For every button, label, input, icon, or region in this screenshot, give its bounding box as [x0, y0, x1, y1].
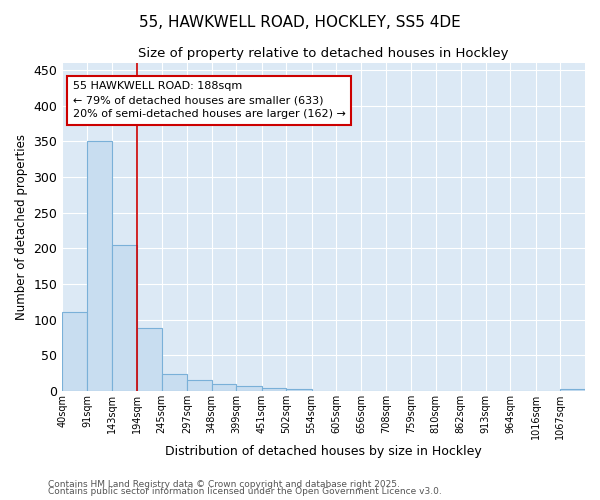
Text: Contains HM Land Registry data © Crown copyright and database right 2025.: Contains HM Land Registry data © Crown c…	[48, 480, 400, 489]
Bar	[161, 374, 187, 391]
Bar	[112, 244, 137, 391]
Y-axis label: Number of detached properties: Number of detached properties	[15, 134, 28, 320]
Bar	[62, 312, 87, 391]
Bar	[87, 142, 112, 391]
Bar	[286, 390, 311, 391]
Bar	[236, 386, 262, 391]
Bar	[560, 388, 585, 391]
Text: 55 HAWKWELL ROAD: 188sqm
← 79% of detached houses are smaller (633)
20% of semi-: 55 HAWKWELL ROAD: 188sqm ← 79% of detach…	[73, 81, 346, 119]
X-axis label: Distribution of detached houses by size in Hockley: Distribution of detached houses by size …	[165, 444, 482, 458]
Bar	[137, 328, 161, 391]
Bar	[212, 384, 236, 391]
Bar	[262, 388, 286, 391]
Text: 55, HAWKWELL ROAD, HOCKLEY, SS5 4DE: 55, HAWKWELL ROAD, HOCKLEY, SS5 4DE	[139, 15, 461, 30]
Title: Size of property relative to detached houses in Hockley: Size of property relative to detached ho…	[139, 48, 509, 60]
Bar	[187, 380, 212, 391]
Text: Contains public sector information licensed under the Open Government Licence v3: Contains public sector information licen…	[48, 487, 442, 496]
